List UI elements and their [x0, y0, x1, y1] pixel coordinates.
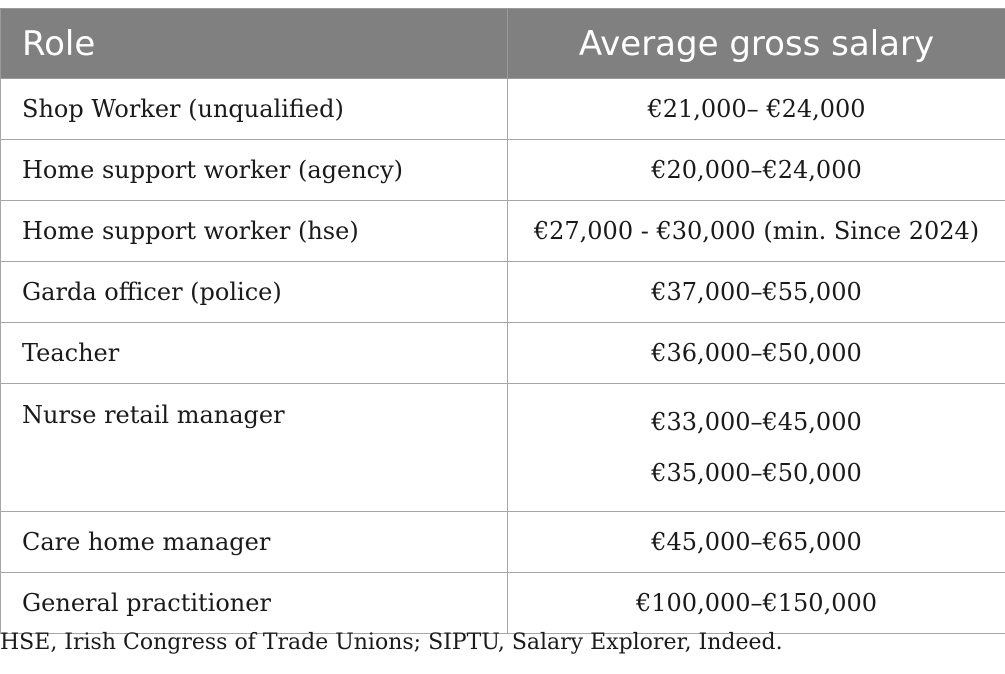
role-cell: Home support worker (agency): [0, 139, 508, 201]
role-text: Nurse retail manager: [22, 401, 285, 429]
table-row: Shop Worker (unqualified) €21,000– €24,0…: [0, 78, 1005, 140]
table-row: Care home manager €45,000–€65,000: [0, 511, 1005, 573]
role-cell: Home support worker (hse): [0, 200, 508, 262]
role-cell: Care home manager: [0, 511, 508, 573]
salary-cell: €45,000–€65,000: [507, 511, 1005, 573]
column-header-role: Role: [0, 8, 508, 79]
table-row: Home support worker (hse) €27,000 - €30,…: [0, 200, 1005, 262]
salary-cell: €20,000–€24,000: [507, 139, 1005, 201]
role-cell: Garda officer (police): [0, 261, 508, 323]
salary-table-container: Role Average gross salary Shop Worker (u…: [0, 8, 1005, 634]
table-row: Garda officer (police) €37,000–€55,000: [0, 261, 1005, 323]
role-cell: Shop Worker (unqualified): [0, 78, 508, 140]
salary-cell: €27,000 - €30,000 (min. Since 2024): [507, 200, 1005, 262]
salary-cell: €33,000–€45,000 €35,000–€50,000: [507, 383, 1005, 512]
role-cell: Nurse retail manager: [0, 383, 508, 512]
column-header-salary: Average gross salary: [507, 8, 1005, 79]
salary-table: Role Average gross salary Shop Worker (u…: [0, 8, 1005, 634]
salary-cell: €100,000–€150,000: [507, 572, 1005, 634]
salary-line: €35,000–€50,000: [651, 458, 862, 487]
role-cell: Teacher: [0, 322, 508, 384]
salary-line: €33,000–€45,000: [651, 407, 862, 436]
table-row: Teacher €36,000–€50,000: [0, 322, 1005, 384]
salary-cell: €36,000–€50,000: [507, 322, 1005, 384]
salary-cell: €21,000– €24,000: [507, 78, 1005, 140]
table-row: General practitioner €100,000–€150,000: [0, 572, 1005, 634]
table-header-row: Role Average gross salary: [0, 8, 1005, 79]
table-row: Nurse retail manager €33,000–€45,000 €35…: [0, 383, 1005, 512]
table-row: Home support worker (agency) €20,000–€24…: [0, 139, 1005, 201]
salary-cell: €37,000–€55,000: [507, 261, 1005, 323]
table-footnote: HSE, Irish Congress of Trade Unions; SIP…: [0, 630, 783, 655]
role-cell: General practitioner: [0, 572, 508, 634]
